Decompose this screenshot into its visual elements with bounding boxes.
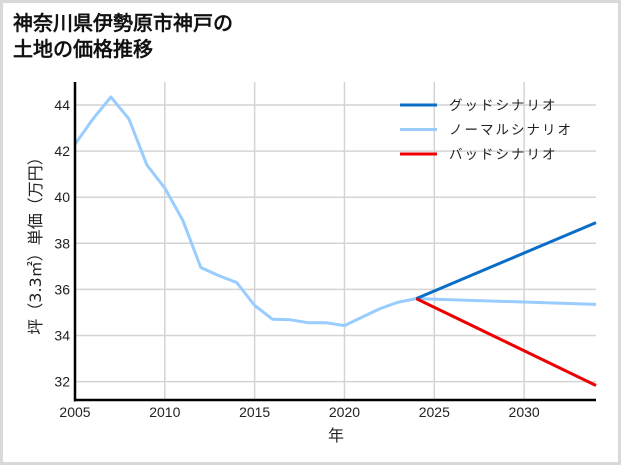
y-tick-label: 34 <box>54 327 70 343</box>
series-line-2 <box>415 297 597 387</box>
legend-item: バッドシナリオ <box>400 147 558 163</box>
y-tick-label: 32 <box>54 374 70 390</box>
series-line-0 <box>415 221 597 300</box>
x-tick-label: 2020 <box>329 404 360 420</box>
grid-lines <box>75 82 596 400</box>
legend-item: グッドシナリオ <box>400 98 558 114</box>
x-tick-label: 2015 <box>239 404 270 420</box>
axes <box>73 82 596 402</box>
y-tick-label: 38 <box>54 235 70 251</box>
x-tick-label: 2010 <box>149 404 180 420</box>
series-line-1 <box>73 95 597 328</box>
y-tick-label: 42 <box>54 143 70 159</box>
chart-title: 神奈川県伊勢原市神戸の 土地の価格推移 <box>13 10 413 62</box>
y-axis-title: 坪（3.3㎡）単価（万円） <box>26 149 45 334</box>
chart-title-line-2: 土地の価格推移 <box>13 37 153 61</box>
y-tick-label: 40 <box>54 189 70 205</box>
y-tick-label: 36 <box>54 281 70 297</box>
y-tick-label: 44 <box>54 97 70 113</box>
chart-title-line-1: 神奈川県伊勢原市神戸の <box>13 11 233 35</box>
x-tick-label: 2030 <box>509 404 540 420</box>
y-tick-labels: 32 34 36 38 40 42 44 <box>54 97 70 390</box>
legend-label: グッドシナリオ <box>449 98 558 114</box>
legend-item: ノーマルシナリオ <box>400 123 573 139</box>
data-series <box>73 95 597 387</box>
x-tick-label: 2025 <box>419 404 450 420</box>
x-tick-label: 2005 <box>59 404 90 420</box>
legend-label: ノーマルシナリオ <box>449 123 573 139</box>
legend-label: バッドシナリオ <box>449 147 558 163</box>
x-tick-labels: 2005 2010 2015 2020 2025 2030 <box>59 404 539 420</box>
x-axis-title: 年 <box>328 426 344 445</box>
